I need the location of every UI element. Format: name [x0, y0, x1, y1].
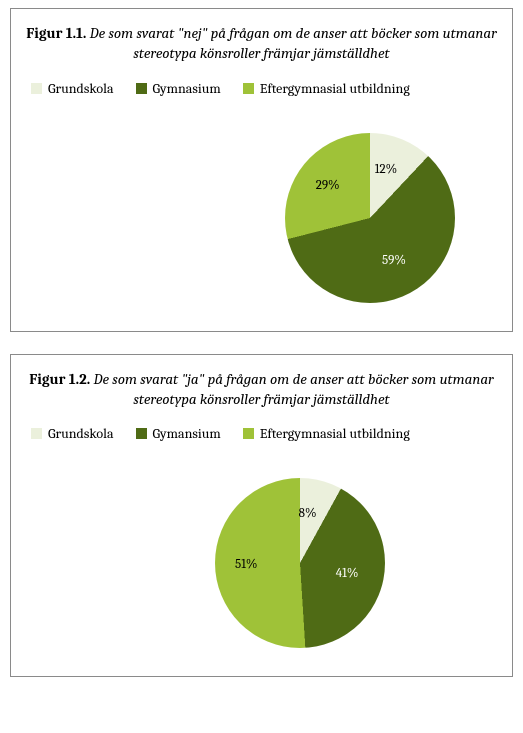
figure-1-2-legend: Grundskola Gymansium Eftergymnasial utbi…: [31, 425, 498, 442]
figure-1-1-title: Figur 1.1. De som svarat "nej" på frågan…: [25, 23, 498, 64]
legend-item-gymnasium: Gymnasium: [136, 80, 221, 97]
figure-1-1-chart: 12% 59% 29%: [25, 123, 498, 313]
pie-label-gymnasium: 59%: [382, 253, 406, 268]
swatch-grundskola: [31, 83, 42, 94]
legend-item-gymnasium: Gymansium: [136, 425, 221, 442]
legend-item-grundskola: Grundskola: [31, 425, 114, 442]
swatch-efter: [243, 83, 254, 94]
legend-item-grundskola: Grundskola: [31, 80, 114, 97]
swatch-grundskola: [31, 428, 42, 439]
legend-label-efter: Eftergymnasial utbildning: [260, 425, 410, 442]
legend-label-grundskola: Grundskola: [48, 425, 114, 442]
figure-1-1-legend: Grundskola Gymnasium Eftergymnasial utbi…: [31, 80, 498, 97]
figure-1-2-panel: Figur 1.2. De som svarat "ja" på frågan …: [10, 354, 513, 678]
figure-1-1-lead: Figur 1.1.: [26, 24, 86, 42]
swatch-gymnasium: [136, 83, 147, 94]
legend-item-efter: Eftergymnasial utbildning: [243, 80, 410, 97]
swatch-gymnasium: [136, 428, 147, 439]
legend-label-gymnasium: Gymnasium: [153, 80, 221, 97]
pie-label-efter: 29%: [316, 178, 340, 193]
pie: [285, 133, 455, 303]
pie-label-grundskola: 8%: [299, 506, 317, 521]
figure-1-1-rest: De som svarat "nej" på frågan om de anse…: [90, 24, 497, 62]
legend-label-grundskola: Grundskola: [48, 80, 114, 97]
legend-label-gymnasium: Gymansium: [153, 425, 221, 442]
figure-1-1-panel: Figur 1.1. De som svarat "nej" på frågan…: [10, 8, 513, 332]
figure-1-2-title: Figur 1.2. De som svarat "ja" på frågan …: [25, 369, 498, 410]
legend-item-efter: Eftergymnasial utbildning: [243, 425, 410, 442]
swatch-efter: [243, 428, 254, 439]
figure-1-2-lead: Figur 1.2.: [29, 370, 90, 388]
pie-label-gymnasium: 41%: [336, 566, 359, 581]
pie-label-grundskola: 12%: [375, 162, 397, 177]
figure-1-2-rest: De som svarat "ja" på frågan om de anser…: [93, 370, 493, 408]
legend-label-efter: Eftergymnasial utbildning: [260, 80, 410, 97]
pie-label-efter: 51%: [235, 557, 257, 572]
figure-1-2-chart: 8% 41% 51%: [25, 468, 498, 658]
